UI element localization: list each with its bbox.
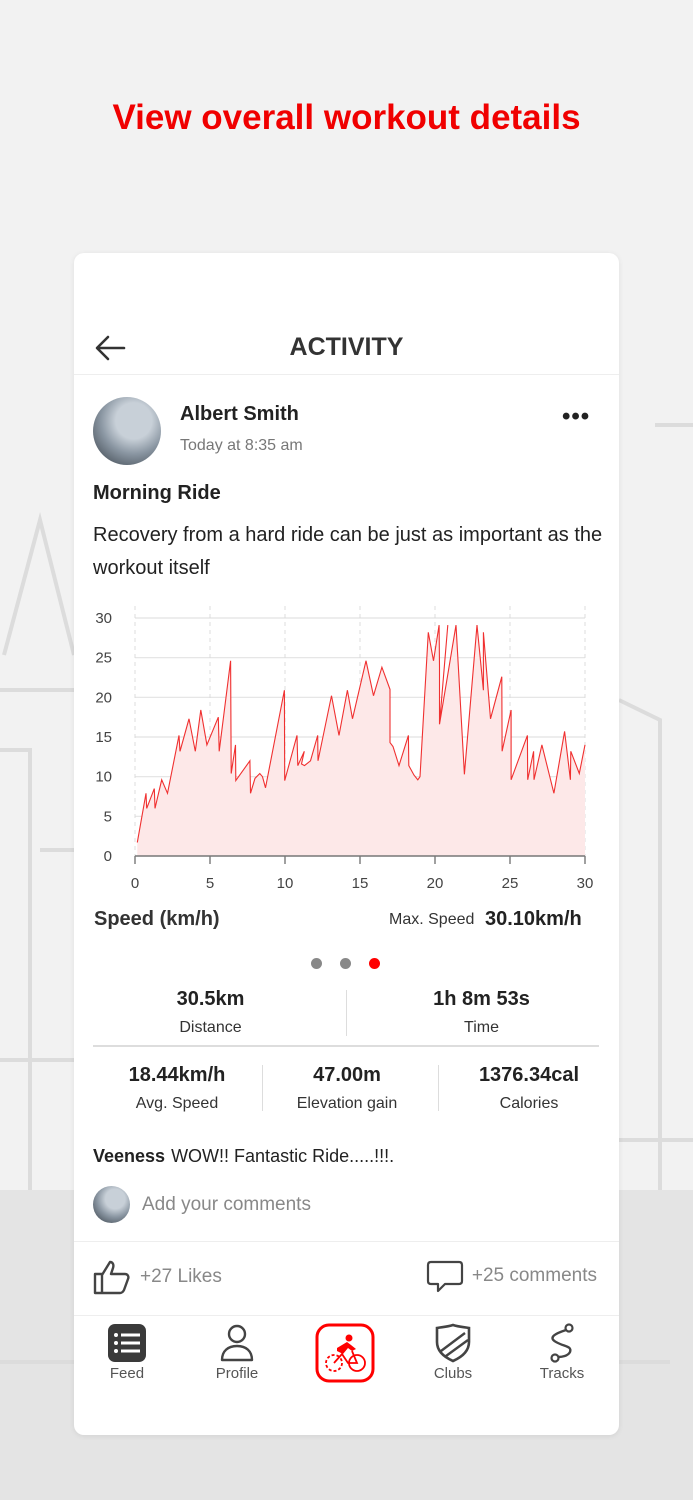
y-tick-label: 5 [104,808,112,825]
workout-description: Recovery from a hard ride can be just as… [93,524,603,579]
stat-value: 47.00m [313,1064,381,1086]
nav-label: Profile [215,1365,259,1382]
likes-count: +27 Likes [140,1266,222,1287]
y-tick-label: 30 [95,610,112,627]
pager-dot[interactable] [340,958,351,969]
nav-label: Tracks [539,1365,585,1382]
stat-value: 18.44km/h [128,1064,226,1086]
divider [346,990,347,1036]
x-tick-label: 25 [502,875,519,892]
avatar [93,1186,130,1223]
author-name[interactable]: Albert Smith [180,403,299,425]
nav-feed[interactable]: Feed [87,1323,167,1382]
list-icon [108,1324,146,1362]
top-bar: ACTIVITY [74,323,619,375]
nav-label: Feed [109,1365,145,1382]
like-button[interactable]: +27 Likes [92,1259,222,1295]
nav-label: Clubs [433,1365,473,1382]
bottom-nav: Feed Profile Clubs Tracks [74,1321,619,1391]
comment-input[interactable]: Add your comments [142,1194,311,1215]
y-tick-label: 15 [95,729,112,746]
workout-title: Morning Ride [93,482,221,504]
stat-label: Calories [499,1095,559,1112]
pager-dots [311,958,380,969]
x-tick-label: 30 [577,875,594,892]
avatar[interactable] [93,397,161,465]
user-icon [220,1324,254,1362]
stat-value: 30.5km [176,988,245,1010]
nav-clubs[interactable]: Clubs [413,1323,493,1382]
max-speed-label: Max. Speed [389,911,475,928]
stat-label: Avg. Speed [135,1095,219,1112]
comment: Veeness WOW!! Fantastic Ride.....!!!. [93,1146,394,1167]
shield-icon [435,1323,471,1363]
page-title: ACTIVITY [289,333,404,361]
stat-distance: 30.5km Distance [93,988,328,1037]
headline: View overall workout details [112,98,581,137]
y-tick-label: 0 [104,848,112,865]
activity-card: ACTIVITY Albert Smith Today at 8:35 am •… [74,253,619,1435]
stat-label: Elevation gain [296,1095,398,1112]
x-tick-label: 10 [277,875,294,892]
more-horizontal-icon[interactable]: ••• [562,403,591,430]
speed-area [137,625,585,856]
post-actions: +27 Likes +25 comments [74,1241,619,1316]
comment-text: WOW!! Fantastic Ride.....!!!. [171,1146,395,1166]
arrow-left-icon[interactable] [94,333,128,363]
x-tick-label: 15 [352,875,369,892]
max-speed-value: 30.10km/h [485,908,582,930]
x-tick-label: 0 [131,875,139,892]
cyclist-icon [315,1323,375,1383]
stat-calories: 1376.34cal Calories [444,1064,614,1113]
pager-dot[interactable] [311,958,322,969]
stat-time: 1h 8m 53s Time [364,988,599,1037]
comment-author[interactable]: Veeness [93,1146,166,1166]
stat-value: 1h 8m 53s [433,988,530,1010]
pager-dot-active[interactable] [369,958,380,969]
y-tick-label: 10 [95,769,112,786]
y-tick-label: 20 [95,689,112,706]
speed-label: Speed (km/h) [94,908,220,930]
nav-activity[interactable] [305,1323,385,1385]
comments-count: +25 comments [471,1265,597,1286]
x-tick-label: 5 [206,875,214,892]
thumbs-up-icon [93,1260,130,1295]
stat-avg-speed: 18.44km/h Avg. Speed [93,1064,261,1113]
divider [438,1065,439,1111]
comment-icon [426,1260,463,1293]
speed-chart: 0 5 10 15 20 25 30 0 5 10 15 20 25 30 [95,606,594,892]
stat-elevation: 47.00m Elevation gain [263,1064,431,1113]
comments-button[interactable]: +25 comments [426,1259,597,1293]
stat-label: Distance [179,1019,242,1036]
divider [93,1045,599,1047]
stat-value: 1376.34cal [478,1064,580,1086]
stat-label: Time [464,1019,499,1036]
speed-line [136,625,586,843]
post-time: Today at 8:35 am [180,437,303,454]
nav-tracks[interactable]: Tracks [522,1323,602,1382]
route-icon [550,1323,574,1363]
x-tick-label: 20 [427,875,444,892]
y-tick-label: 25 [95,650,112,667]
nav-profile[interactable]: Profile [197,1323,277,1382]
divider [262,1065,263,1111]
